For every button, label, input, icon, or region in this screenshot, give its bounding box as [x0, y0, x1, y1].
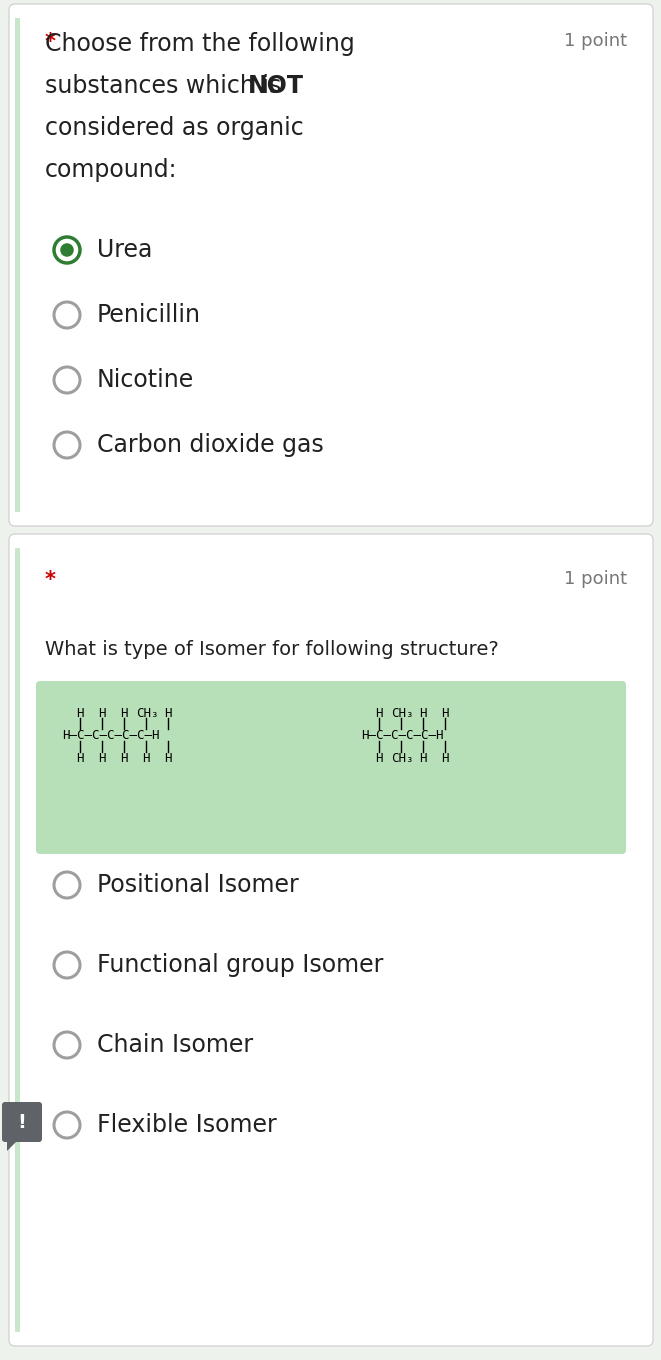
Text: !: ! — [18, 1112, 26, 1132]
Bar — [15, 18, 20, 511]
Text: Functional group Isomer: Functional group Isomer — [97, 953, 383, 976]
Text: Nicotine: Nicotine — [97, 369, 194, 392]
Text: H: H — [419, 707, 426, 719]
Text: *: * — [45, 33, 56, 52]
Text: H—C—C—C—C—C—H: H—C—C—C—C—C—H — [62, 729, 159, 743]
Text: H: H — [76, 752, 83, 764]
Text: H: H — [441, 752, 449, 764]
Text: H: H — [164, 752, 171, 764]
Text: Choose from the following: Choose from the following — [45, 33, 355, 56]
FancyBboxPatch shape — [9, 534, 653, 1346]
Text: considered as organic: considered as organic — [45, 116, 304, 140]
Text: What is type of Isomer for following structure?: What is type of Isomer for following str… — [45, 641, 499, 660]
Text: CH₃: CH₃ — [136, 707, 159, 719]
Text: Flexible Isomer: Flexible Isomer — [97, 1112, 277, 1137]
Text: H: H — [164, 707, 171, 719]
Text: H: H — [375, 707, 383, 719]
Text: H: H — [142, 752, 149, 764]
Text: *: * — [45, 570, 56, 590]
FancyBboxPatch shape — [9, 4, 653, 526]
Circle shape — [60, 243, 74, 257]
Text: Carbon dioxide gas: Carbon dioxide gas — [97, 432, 324, 457]
Text: H: H — [419, 752, 426, 764]
Text: H: H — [98, 752, 106, 764]
Text: 1 point: 1 point — [564, 570, 627, 588]
Text: H: H — [375, 752, 383, 764]
FancyBboxPatch shape — [2, 1102, 42, 1142]
Text: H: H — [120, 752, 128, 764]
Text: NOT: NOT — [248, 73, 304, 98]
Text: Chain Isomer: Chain Isomer — [97, 1034, 253, 1057]
Text: H: H — [120, 707, 128, 719]
Text: Urea: Urea — [97, 238, 153, 262]
Text: CH₃: CH₃ — [391, 752, 414, 764]
FancyBboxPatch shape — [36, 681, 626, 854]
Text: substances which is: substances which is — [45, 73, 289, 98]
Text: H: H — [76, 707, 83, 719]
Text: compound:: compound: — [45, 158, 178, 182]
Text: Penicillin: Penicillin — [97, 303, 201, 326]
Bar — [15, 548, 20, 1331]
Polygon shape — [7, 1140, 19, 1151]
Text: Positional Isomer: Positional Isomer — [97, 873, 299, 898]
Text: 1 point: 1 point — [564, 33, 627, 50]
Text: H: H — [441, 707, 449, 719]
Text: CH₃: CH₃ — [391, 707, 414, 719]
Text: H: H — [98, 707, 106, 719]
Text: H—C—C—C—C—H: H—C—C—C—C—H — [361, 729, 444, 743]
